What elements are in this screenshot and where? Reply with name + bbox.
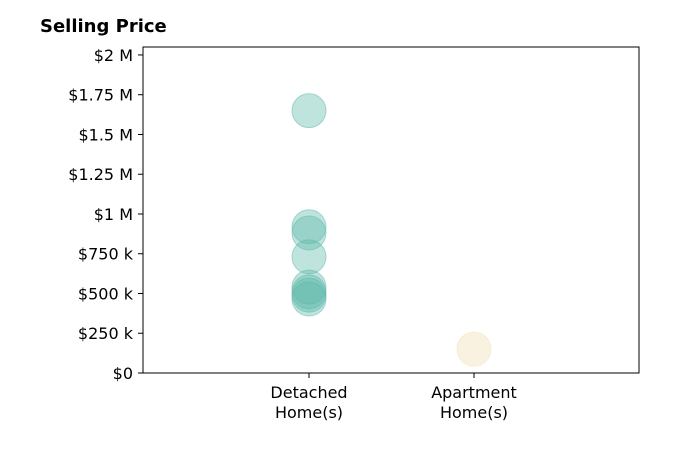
y-tick-label: $1.25 M	[68, 165, 133, 184]
chart-title: Selling Price	[40, 16, 167, 37]
data-point	[291, 269, 327, 305]
y-tick-label: $750 k	[78, 245, 134, 264]
data-point	[291, 281, 327, 317]
data-point	[291, 93, 327, 129]
y-tick-label: $1 M	[94, 205, 133, 224]
y-tick-label: $250 k	[78, 324, 134, 343]
y-tick-label: $500 k	[78, 284, 134, 303]
data-point	[291, 215, 327, 251]
y-axis: $0 $250 k $500 k $750 k $1 M $1.25 M $1.5 M $1.…	[68, 46, 143, 383]
plot-frame	[142, 46, 640, 374]
y-tick-label: $1.5 M	[78, 125, 133, 144]
data-point	[291, 239, 327, 275]
data-point	[456, 331, 492, 367]
x-axis: Detached Home(s) Apartment Home(s)	[270, 373, 517, 422]
y-tick-label: $1.75 M	[68, 86, 133, 105]
y-tick-label: $2 M	[94, 46, 133, 65]
x-tick-label: Apartment Home(s)	[431, 383, 517, 422]
marks-layer	[291, 93, 492, 367]
y-tick-label: $0	[113, 364, 133, 383]
x-tick-label: Detached Home(s)	[270, 383, 347, 422]
